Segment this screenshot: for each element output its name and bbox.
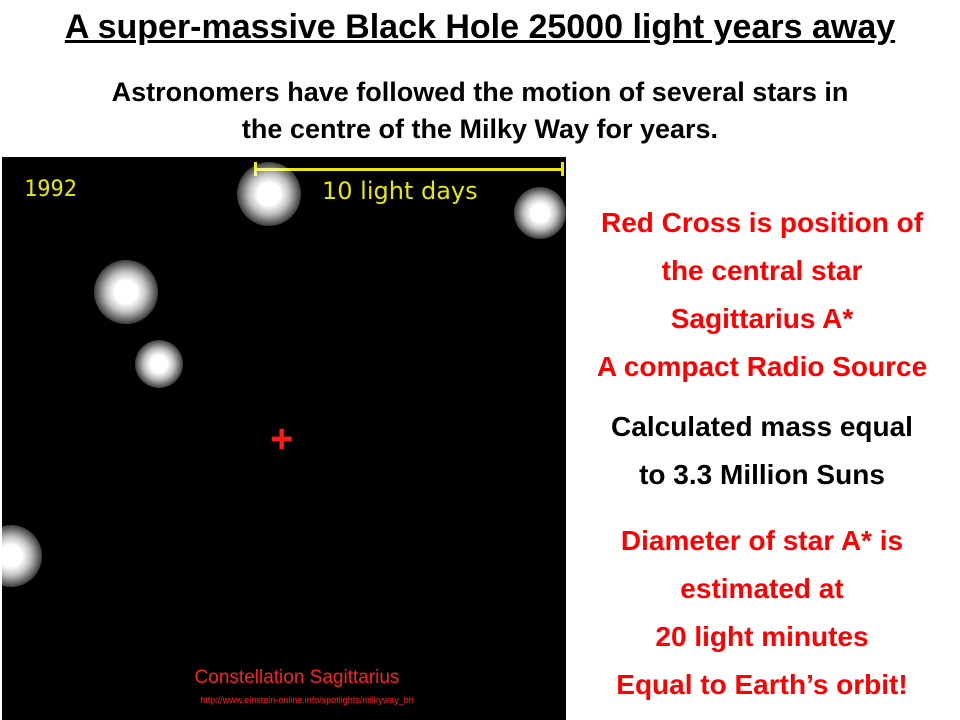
slide-title: A super-massive Black Hole 25000 light y… (64, 8, 896, 46)
info-line: Red Cross is position of (600, 207, 924, 238)
info-block-position: Red Cross is position of the central sta… (568, 199, 956, 391)
info-line: the central star (661, 255, 863, 286)
info-block-mass: Calculated mass equal to 3.3 Million Sun… (568, 403, 956, 499)
galactic-center-image: 1992 10 light days + Constellation Sagit… (2, 157, 566, 720)
info-line: Calculated mass equal (611, 411, 913, 442)
star (135, 340, 183, 388)
subtitle-line: Astronomers have followed the motion of … (111, 77, 849, 107)
info-line: Diameter of star A* is (620, 525, 904, 556)
slide-subtitle: Astronomers have followed the motion of … (20, 74, 940, 148)
info-line: 20 light minutes (655, 621, 869, 652)
image-caption: Constellation Sagittarius (194, 667, 400, 688)
info-line: Sagittarius A* (670, 303, 854, 334)
scale-label: 10 light days (322, 177, 478, 205)
info-line: A compact Radio Source (596, 351, 928, 382)
star (2, 525, 42, 587)
star (514, 187, 566, 239)
year-label: 1992 (24, 177, 77, 202)
subtitle-line: the centre of the Milky Way for years. (241, 114, 719, 144)
info-line: estimated at (680, 573, 844, 604)
scale-bar (254, 162, 564, 176)
star (94, 260, 158, 324)
star (237, 162, 301, 226)
info-block-diameter: Diameter of star A* is estimated at 20 l… (568, 517, 956, 709)
sagittarius-a-marker: + (270, 417, 294, 461)
info-line: Equal to Earth’s orbit! (616, 669, 908, 700)
source-url[interactable]: http://www.einstein-online.info/spotligh… (200, 695, 414, 705)
info-line: to 3.3 Million Suns (639, 459, 885, 490)
